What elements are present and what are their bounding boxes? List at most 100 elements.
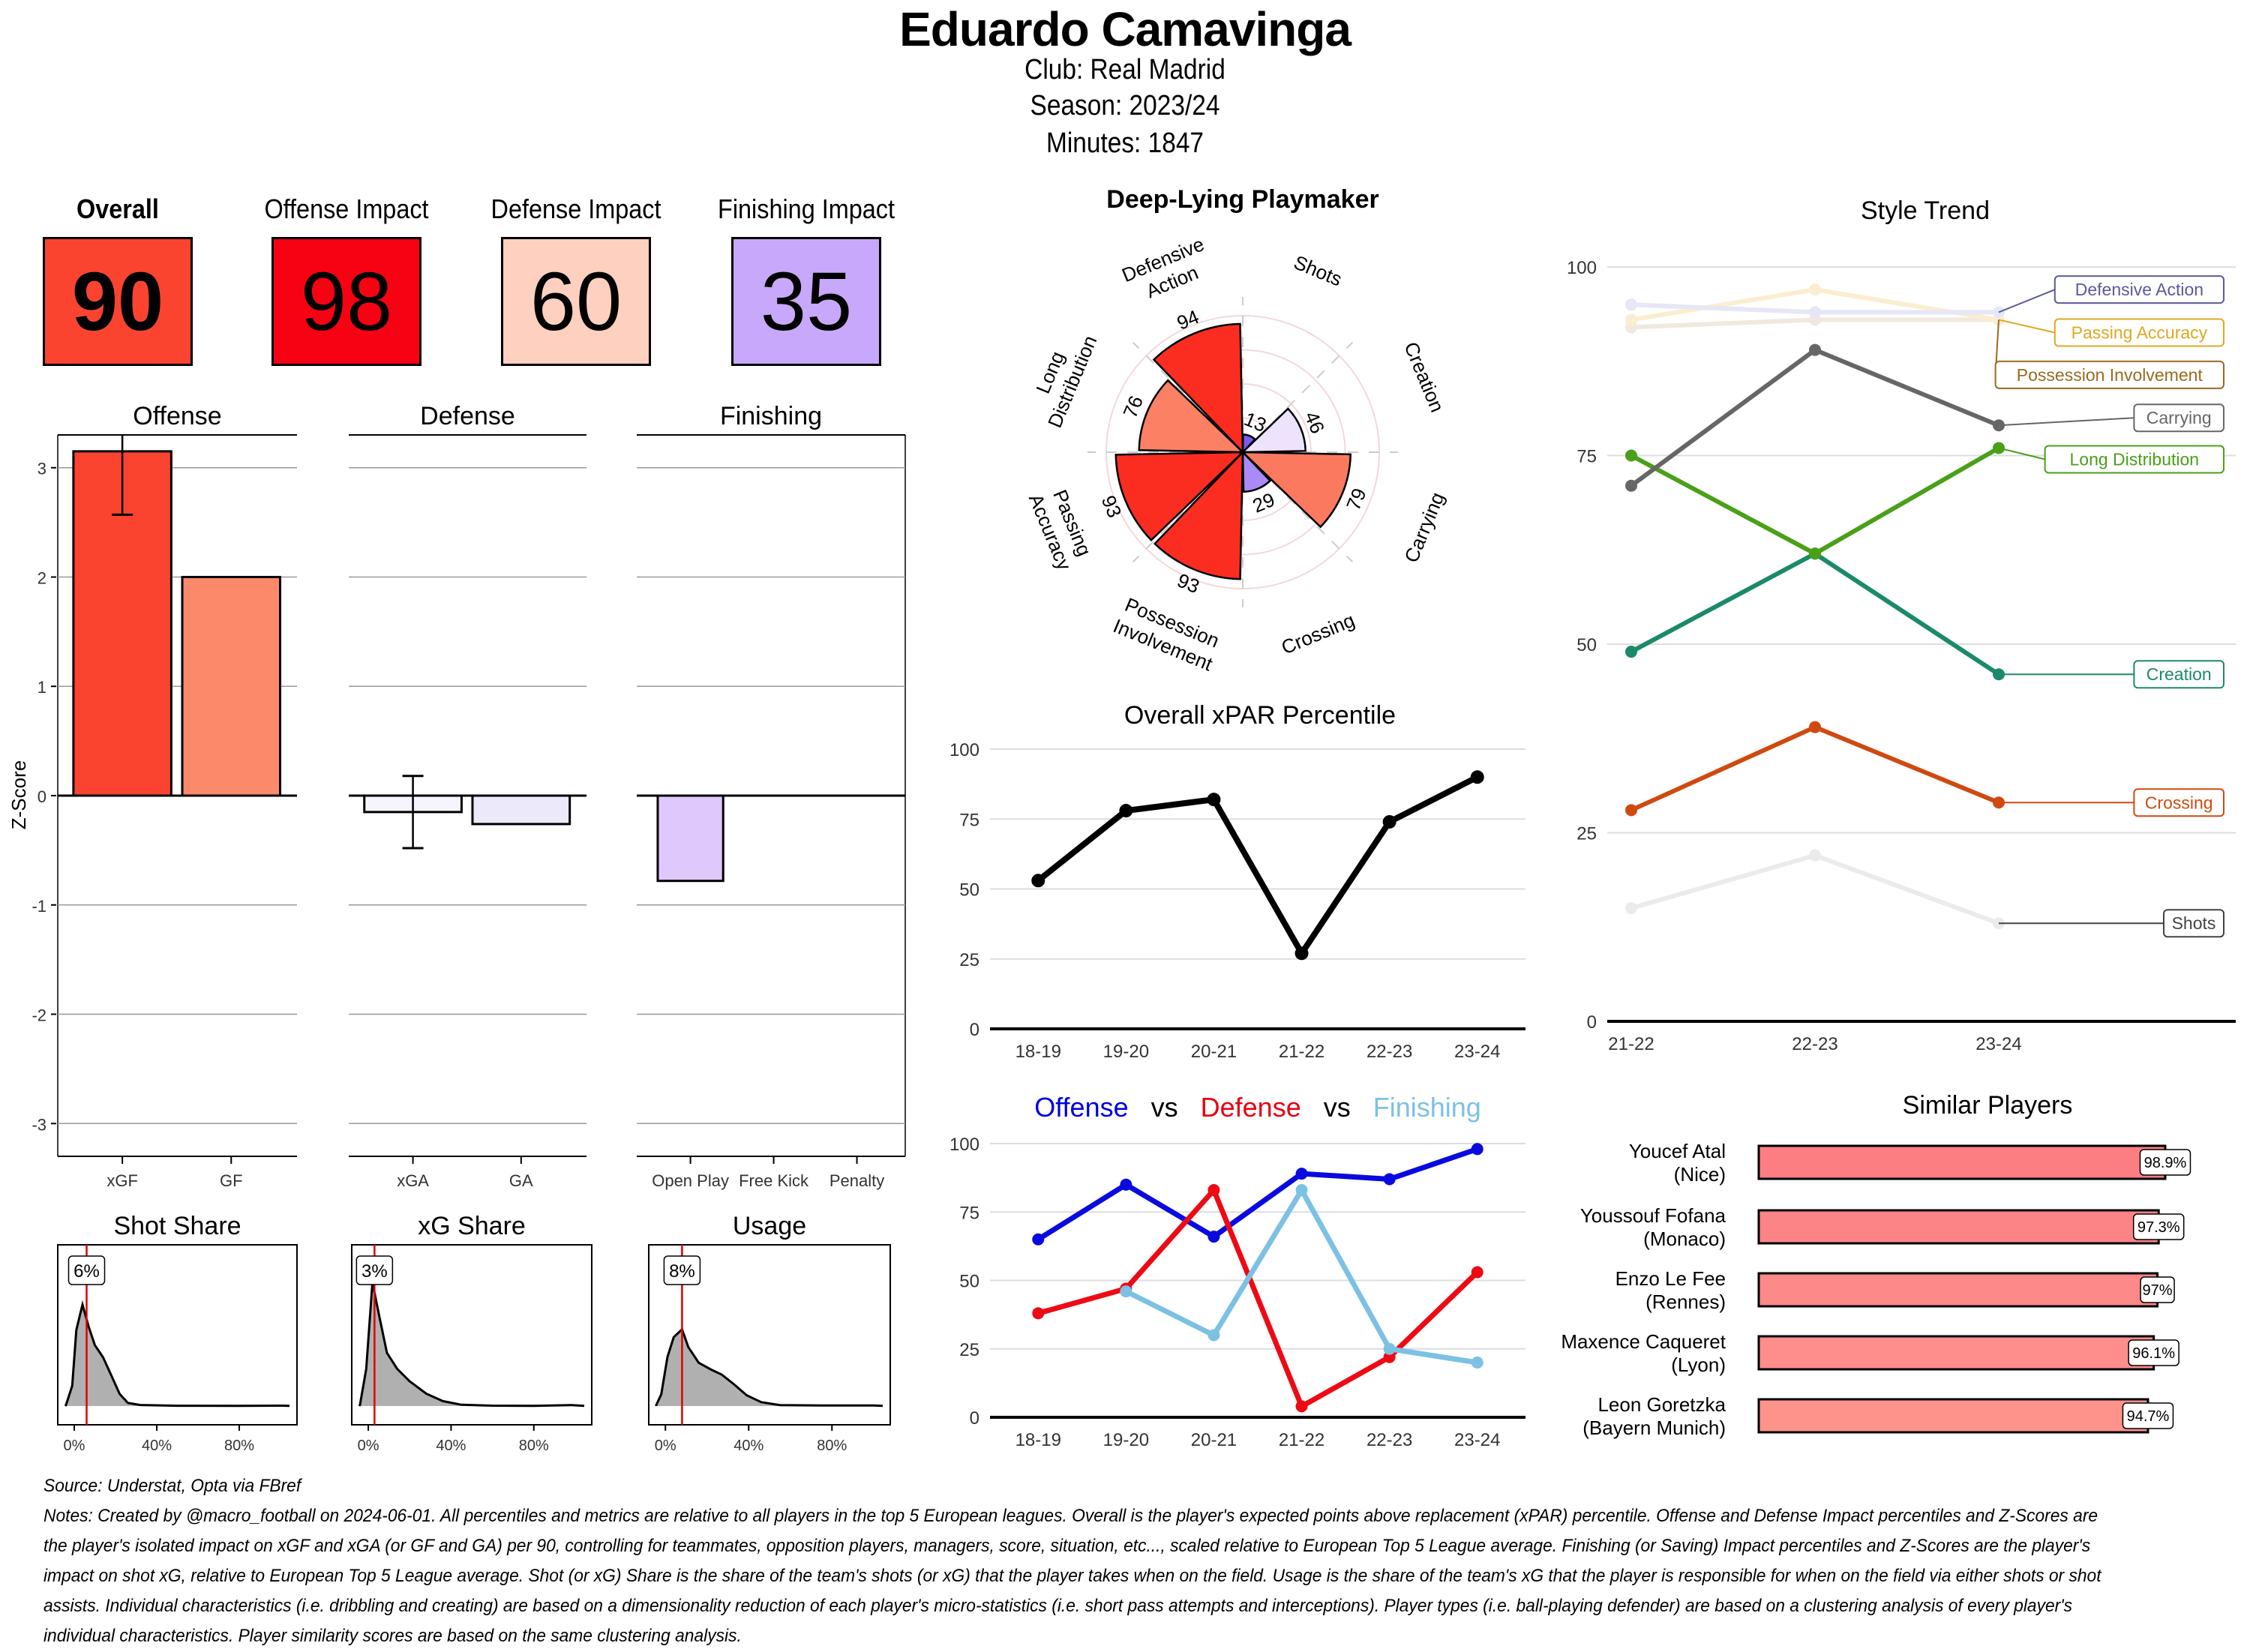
data-point <box>1208 1231 1220 1243</box>
source-note: Source: Understat, Opta via FBref <box>44 1476 302 1496</box>
series-label-box <box>2163 909 2224 938</box>
y-tick-label: 75 <box>959 1203 980 1223</box>
y-tick-label: 3 <box>38 460 46 478</box>
club-line: Club: Real Madrid <box>1024 54 1226 85</box>
marker-label: 6% <box>74 1261 100 1282</box>
player-name-label: (Monaco) <box>1643 1228 1726 1250</box>
x-tick-label: 21-22 <box>1279 1430 1324 1450</box>
xpar-title: Overall xPAR Percentile <box>1124 701 1396 730</box>
kpi-offense-value: 98 <box>272 237 422 366</box>
title-part: Offense <box>1034 1092 1128 1123</box>
data-point <box>1295 1184 1308 1197</box>
kpi-defense-label: Defense Impact <box>490 193 662 224</box>
season-line: Season: 2023/24 <box>1030 90 1220 121</box>
x-tick-label: 22-23 <box>1366 1430 1412 1450</box>
series-label: Creation <box>2146 664 2212 684</box>
x-tick-label: 80% <box>817 1438 847 1454</box>
data-point <box>1809 547 1821 560</box>
x-tick-label: Open Play <box>652 1171 729 1190</box>
xpar-line-chart: Overall xPAR Percentile 0 25 50 75 100 18-19 19… <box>950 701 1526 1062</box>
label-leader <box>1998 289 2056 313</box>
y-tick-label: 25 <box>959 1340 980 1360</box>
data-point <box>1031 874 1046 888</box>
data-point <box>1625 313 1637 326</box>
data-point <box>1625 449 1637 462</box>
player-name-label: (Bayern Munich) <box>1582 1417 1726 1439</box>
series-label-box <box>2054 318 2225 347</box>
style-trend-chart: Style Trend 0 25 50 75 100 21-22 22-23 23-24 Defe… <box>1567 196 2236 1054</box>
x-tick-label: 80% <box>224 1438 254 1454</box>
series-line-shots <box>1630 853 2000 926</box>
player-name-label: (Nice) <box>1674 1163 1726 1186</box>
x-tick-label: Free Kick <box>739 1171 809 1190</box>
y-tick-label: 0 <box>970 1020 980 1040</box>
x-tick-label: 19-20 <box>1103 1042 1149 1062</box>
y-tick-label: 1 <box>38 678 46 697</box>
series-label: Long Distribution <box>2069 450 2199 469</box>
series-label-box <box>2044 445 2225 474</box>
density-title: xG Share <box>418 1212 526 1240</box>
series-line-overall-xpar <box>1036 774 1479 957</box>
density-title: Usage <box>733 1212 806 1240</box>
label-leader <box>1998 417 2134 427</box>
radar-wedge-defensive-action <box>1152 322 1244 455</box>
kpi-finishing-value: 35 <box>731 237 881 366</box>
radar-wedge-passing-accuracy <box>1114 451 1246 542</box>
data-point <box>1625 646 1637 658</box>
marker-label-box <box>356 1255 394 1285</box>
kpi-offense-label: Offense Impact <box>264 193 429 224</box>
density-area <box>656 1329 883 1406</box>
y-tick-label: 0 <box>1587 1012 1597 1033</box>
player-name-label: Enzo Le Fee <box>1616 1267 1726 1290</box>
y-tick-label: 0 <box>38 787 46 806</box>
player-name-label: Youssouf Fofana <box>1580 1204 1726 1227</box>
x-tick-label: 21-22 <box>1279 1042 1324 1062</box>
share-density-charts: Shot Share 6% 0% 40% 80% xG Share 3% 0% 40% 80% Us… <box>57 1212 891 1454</box>
x-tick-label: 40% <box>734 1438 764 1454</box>
x-tick-label: 20-21 <box>1191 1042 1237 1062</box>
title-part: Finishing <box>1351 1092 1481 1123</box>
density-frame <box>648 1244 891 1426</box>
similarity-label: 96.1% <box>2132 1345 2175 1362</box>
x-tick-label: xGF <box>106 1171 138 1190</box>
bar-xgf <box>72 450 172 797</box>
radar-wedge-creation <box>1240 407 1306 454</box>
series-line-creation <box>1630 551 2000 676</box>
x-tick-label: 22-23 <box>1792 1034 1838 1054</box>
player-name: Eduardo Camavinga <box>899 2 1352 56</box>
kpi-overall-label: Overall <box>76 193 159 224</box>
series-line-carrying <box>1630 347 2000 488</box>
y-tick-label: 25 <box>959 950 980 970</box>
x-tick-label: 40% <box>142 1438 172 1454</box>
data-point <box>1032 1233 1045 1246</box>
data-point <box>1625 902 1637 915</box>
radar-wedge-long-distribution <box>1138 379 1246 454</box>
similarity-label-box <box>2132 1213 2185 1240</box>
data-point <box>1208 1184 1220 1197</box>
similarity-label: 97% <box>2143 1282 2173 1299</box>
x-tick-label: 21-22 <box>1608 1034 1654 1054</box>
notes-line-3: impact on shot xG, relative to European … <box>44 1566 2102 1586</box>
series-label-box <box>1994 360 2225 389</box>
panel-title: Finishing <box>720 402 822 430</box>
x-tick-label: 0% <box>64 1438 86 1454</box>
series-line-crossing <box>1630 724 2000 813</box>
radar-category-label: Carrying <box>1400 489 1448 565</box>
radar-value-label: 46 <box>1300 408 1329 436</box>
x-tick-label: 0% <box>655 1438 676 1454</box>
player-name-label: Leon Goretzka <box>1598 1393 1726 1416</box>
data-point <box>1809 306 1821 319</box>
x-tick-label: xGA <box>397 1171 429 1190</box>
panel-title: Defense <box>420 402 515 430</box>
x-tick-label: 18-19 <box>1016 1042 1061 1062</box>
similarity-label-box <box>2128 1339 2180 1366</box>
density-area <box>65 1304 290 1406</box>
density-curve <box>64 1300 290 1408</box>
odf-title: Offense vs Defense vs Finishing <box>1034 1092 1481 1123</box>
notes-line-5: individual characteristics. Player simil… <box>44 1626 742 1646</box>
y-tick-label: -3 <box>32 1115 46 1134</box>
series-label: Shots <box>2172 913 2216 933</box>
player-name-label: (Rennes) <box>1646 1291 1726 1313</box>
similarity-label-box <box>2139 1149 2192 1176</box>
density-frame <box>57 1244 298 1426</box>
